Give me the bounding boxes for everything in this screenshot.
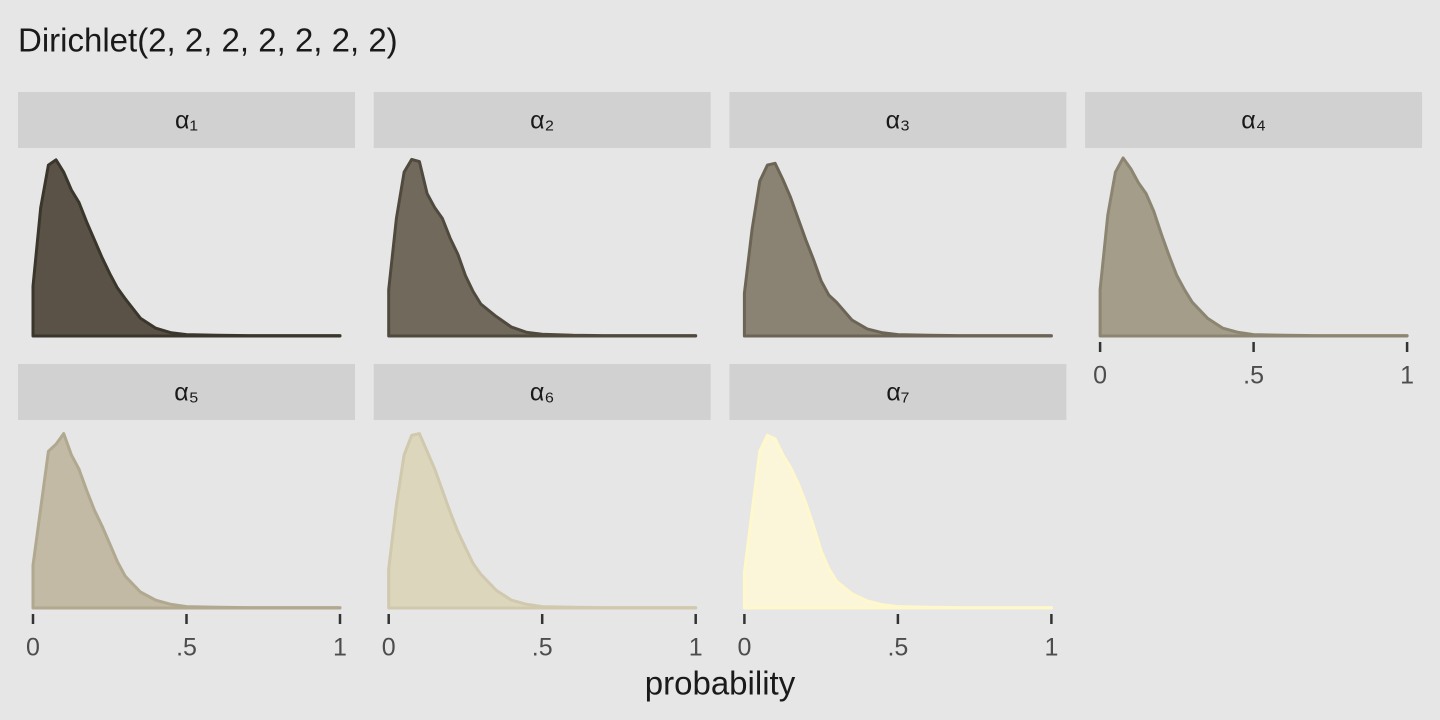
x-tick-label: 0: [737, 634, 751, 662]
strip-label: α₁: [175, 107, 198, 135]
x-tick-label: 1: [1044, 634, 1058, 662]
strip-label: α₃: [886, 107, 911, 135]
x-tick-label: 0: [382, 634, 396, 662]
x-tick-label: 0: [26, 634, 40, 662]
strip: [18, 92, 355, 148]
strip: [1085, 92, 1423, 148]
x-tick-label: 0: [1093, 362, 1107, 390]
x-tick-label: .5: [887, 634, 908, 662]
strip: [18, 364, 355, 420]
density-area: [31, 432, 342, 610]
x-tick-label: 1: [333, 634, 347, 662]
density-area: [1098, 156, 1409, 338]
strip: [373, 364, 711, 420]
strip-label: α₅: [174, 379, 199, 407]
x-tick-label: .5: [532, 634, 553, 662]
density-area: [31, 158, 342, 338]
density-area: [742, 433, 1053, 610]
strip: [729, 364, 1067, 420]
x-axis-title: probability: [645, 665, 796, 702]
strip-label: α₄: [1241, 107, 1266, 135]
x-tick-label: .5: [176, 634, 197, 662]
strip-label: α₂: [530, 107, 554, 135]
density-area: [387, 432, 698, 610]
strip: [729, 92, 1067, 148]
x-tick-label: 1: [689, 634, 703, 662]
density-area: [742, 161, 1053, 338]
x-tick-label: 1: [1400, 362, 1414, 390]
strip-label: α₆: [530, 379, 555, 407]
x-tick-label: .5: [1243, 362, 1264, 390]
strip: [373, 92, 711, 148]
chart-title: Dirichlet(2, 2, 2, 2, 2, 2, 2): [18, 22, 398, 59]
density-area: [387, 157, 698, 338]
strip-label: α₇: [886, 379, 909, 407]
